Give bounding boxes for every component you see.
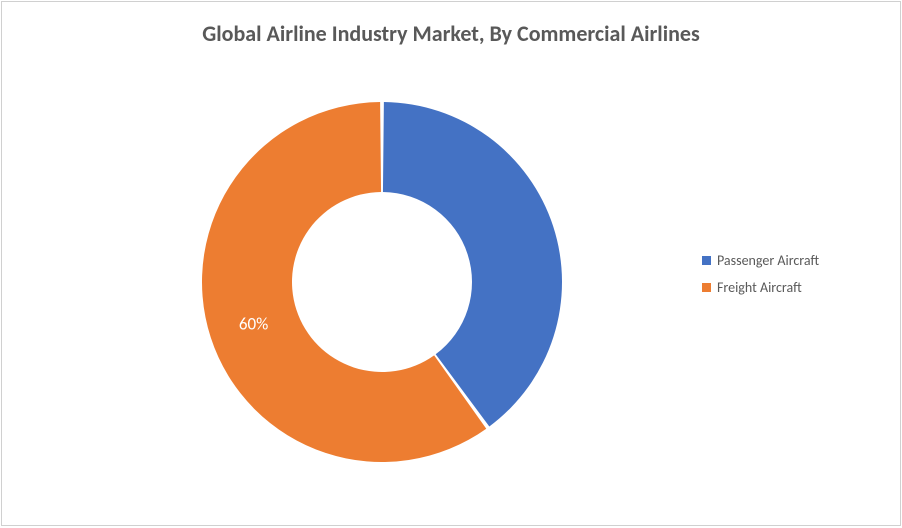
- legend-label: Passenger Aircraft: [717, 252, 819, 269]
- chart-plot-area: 60% Passenger Aircraft Freight Aircraft: [2, 72, 902, 512]
- chart-title: Global Airline Industry Market, By Comme…: [2, 2, 900, 47]
- legend: Passenger Aircraft Freight Aircraft: [702, 242, 872, 306]
- legend-label: Freight Aircraft: [717, 279, 802, 296]
- legend-swatch: [702, 256, 711, 265]
- donut-chart: 60%: [202, 102, 562, 462]
- legend-swatch: [702, 283, 711, 292]
- legend-item: Freight Aircraft: [702, 279, 872, 296]
- legend-item: Passenger Aircraft: [702, 252, 872, 269]
- chart-container: Global Airline Industry Market, By Comme…: [1, 1, 901, 526]
